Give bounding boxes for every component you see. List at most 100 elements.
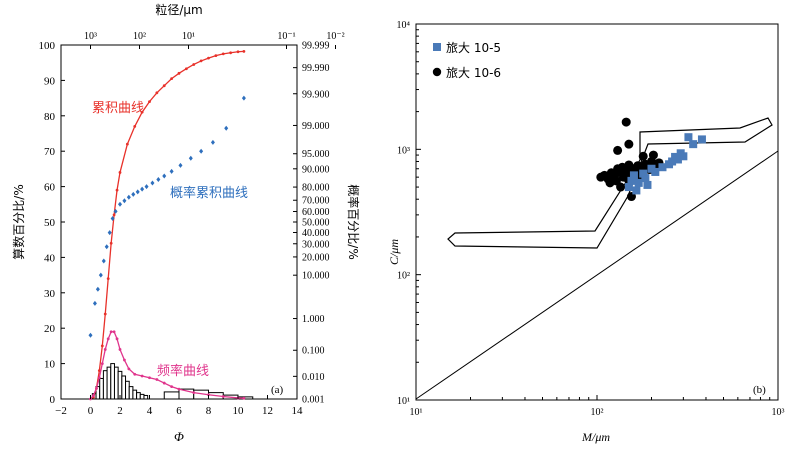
probability-point [88,332,93,338]
y-tick-label: 0 [50,394,56,406]
cumulative-point [207,56,210,60]
b-y-tick-label: 10⁴ [397,20,411,31]
b-x-tick-label: 10¹ [410,407,423,418]
cumulative-point [125,142,129,146]
probability-point [95,286,100,292]
right-tick-label: 0.001 [302,395,325,406]
right-tick-label: 1.000 [302,314,325,325]
probability-point [169,168,174,174]
probability-point [104,244,109,250]
histogram-bar [128,386,134,400]
legend-square-icon [433,43,441,51]
frequency-point [92,394,95,397]
frequency-point [140,374,144,378]
b-x-tick-label: 10² [591,407,604,418]
probability-curve-label: 概率累积曲线 [170,185,248,201]
legend-circle-icon [432,67,442,77]
histogram-bar [132,389,138,400]
x-tick-label: 4 [147,405,153,417]
probability-point [131,191,136,197]
x-tick-label: 12 [262,405,273,417]
histogram-bar [113,366,119,400]
right-tick-label: 80.000 [302,183,330,194]
top-tick-label: 10² [133,31,146,42]
right-tick-label: 0.010 [302,372,325,383]
point-luda-10-5 [697,135,706,144]
frequency-point [177,387,181,391]
cumulative-point [236,50,240,54]
cumulative-point [133,125,137,128]
probability-curve [88,95,246,338]
b-y-axis-label: C/μm [387,239,401,265]
frequency-point [242,396,246,400]
frequency-point [155,378,159,381]
frequency-point [115,337,119,341]
y-tick-label: 40 [44,252,56,264]
top-axis-label: 粒径/μm [155,2,202,17]
x-tick-label: 14 [292,405,304,417]
point-luda-10-6 [621,117,631,127]
probability-point [101,258,106,264]
x-axis-top-ticks: 10³ 10² 10¹ 10⁻¹ 10⁻² [84,31,345,49]
y-tick-label: 90 [44,75,56,87]
left-axis-label: 算数百分比/% [11,184,26,259]
point-luda-10-5 [689,140,698,149]
frequency-point [133,372,137,376]
cumulative-point [162,84,166,88]
cumulative-point [184,67,188,71]
point-luda-10-5 [634,178,643,187]
probability-point [140,186,145,192]
point-luda-10-5 [627,176,636,185]
probability-point [144,184,149,190]
series-luda-10-5 [624,133,706,195]
point-luda-10-6 [638,151,648,161]
y-tick-label: 100 [39,40,56,52]
right-tick-label: 60.000 [302,207,330,218]
right-tick-label: 95.000 [302,149,330,160]
point-luda-10-5 [651,167,660,176]
cumulative-point [103,312,107,316]
histogram-bar [139,393,145,400]
cumulative-point [192,63,196,66]
top-tick-label: 10³ [84,31,97,42]
b-y-tick-label: 10³ [397,145,410,156]
probability-point [162,173,167,179]
frequency-point [221,395,225,398]
legend-label-1: 旅大 10-5 [446,41,501,55]
panel-b-label: (b) [753,384,766,396]
cumulative-point [115,188,119,192]
frequency-curve-label: 频率曲线 [157,363,209,379]
right-tick-label: 20.000 [302,252,330,263]
y-tick-label: 70 [44,146,56,158]
point-luda-10-6 [616,182,626,192]
probability-point [241,95,246,101]
cumulative-point [118,171,122,174]
point-luda-10-5 [668,157,677,166]
frequency-curve [89,330,246,401]
frequency-point [109,330,113,334]
cumulative-point [199,59,203,63]
probability-point [92,300,97,306]
x-axis-ticks: −2 0 2 4 6 8 10 12 14 [55,395,303,417]
probability-point [113,208,118,214]
panel-a-label: (a) [271,384,284,396]
histogram-bar [136,392,141,400]
probability-point [199,148,204,154]
histogram-bar [163,391,180,400]
point-luda-10-6 [613,145,623,155]
histogram-bar [102,370,108,400]
point-luda-10-6 [624,139,634,149]
point-luda-10-5 [632,186,641,195]
histogram-bar [143,394,149,400]
point-luda-10-5 [641,174,650,183]
probability-point [118,201,122,207]
frequency-point [170,385,174,389]
frequency-point [148,376,151,380]
y-tick-label: 50 [44,217,56,229]
histogram-bar [110,363,115,400]
probability-point [110,215,115,221]
y-tick-label: 80 [44,111,56,123]
point-luda-10-5 [639,169,648,178]
cumulative-point [221,52,225,56]
